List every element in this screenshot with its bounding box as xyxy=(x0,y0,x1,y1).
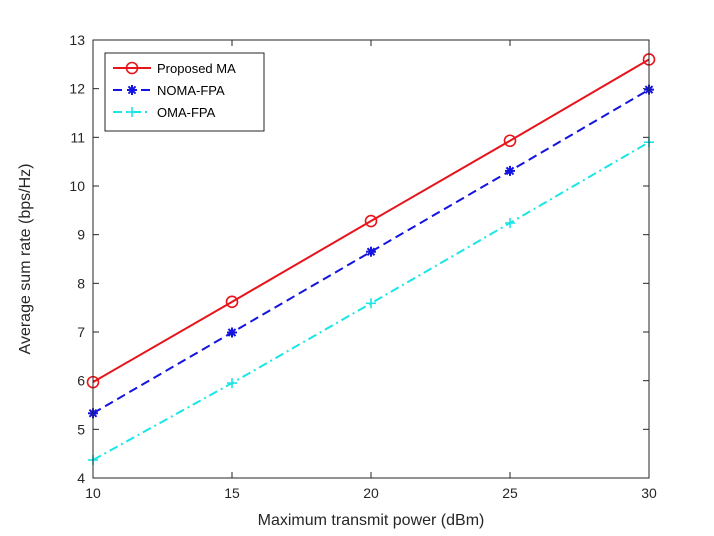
y-tick-label: 4 xyxy=(77,470,85,486)
legend: Proposed MA NOMA-FPA OMA-FPA xyxy=(104,52,265,132)
y-tick-label: 5 xyxy=(77,421,85,437)
legend-label-1: NOMA-FPA xyxy=(157,83,225,98)
data-point-series-1 xyxy=(366,246,376,257)
y-tick-label: 11 xyxy=(70,129,85,145)
x-tick-label: 20 xyxy=(363,485,379,501)
y-tick-label: 9 xyxy=(77,227,85,243)
x-axis-label: Maximum transmit power (dBm) xyxy=(258,512,485,529)
data-point-series-2 xyxy=(366,298,376,309)
legend-marker-0 xyxy=(125,61,139,75)
data-point-series-2 xyxy=(505,217,515,228)
y-tick-label: 13 xyxy=(69,32,85,48)
plot-frame xyxy=(92,39,650,479)
series-line-2 xyxy=(92,141,650,461)
y-tick-label: 10 xyxy=(69,178,85,194)
x-tick-label: 15 xyxy=(224,485,240,501)
series-line-0 xyxy=(92,58,650,383)
data-point-series-1 xyxy=(227,327,237,338)
legend-marker-2 xyxy=(127,107,137,117)
legend-label-0: Proposed MA xyxy=(157,61,236,76)
data-point-series-0 xyxy=(364,214,378,228)
x-tick-label: 10 xyxy=(85,485,101,501)
y-tick-label: 12 xyxy=(69,81,85,97)
y-tick-label: 6 xyxy=(77,373,85,389)
y-tick-label: 8 xyxy=(77,275,85,291)
x-tick-label: 30 xyxy=(641,485,657,501)
legend-label-2: OMA-FPA xyxy=(157,105,216,120)
data-point-series-0 xyxy=(503,134,517,148)
data-point-series-2 xyxy=(227,378,237,389)
x-tick-label: 25 xyxy=(502,485,518,501)
series-line-1 xyxy=(92,88,650,415)
axis-ticks: 10 15 20 25 30 4 5 6 7 8 9 10 11 12 13 xyxy=(69,32,657,501)
y-tick-label: 7 xyxy=(77,324,85,340)
legend-marker-1 xyxy=(127,85,137,95)
data-point-series-1 xyxy=(505,165,515,176)
data-point-series-0 xyxy=(225,295,239,309)
y-axis-label: Average sum rate (bps/Hz) xyxy=(17,164,34,355)
